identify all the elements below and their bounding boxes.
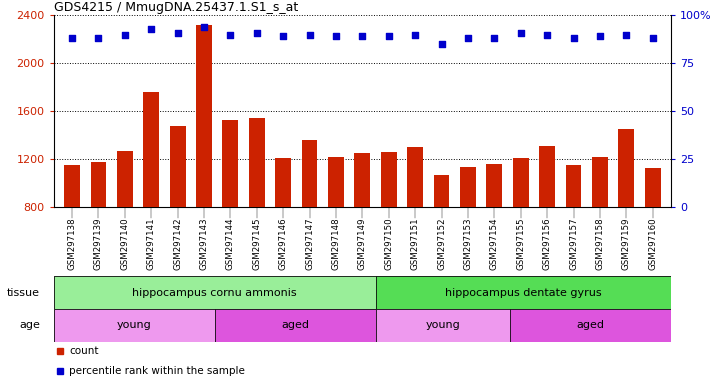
Bar xyxy=(618,129,634,303)
Text: tissue: tissue xyxy=(7,288,40,298)
Bar xyxy=(196,25,212,303)
Text: GSM297139: GSM297139 xyxy=(94,218,103,270)
Point xyxy=(594,33,605,40)
Bar xyxy=(54,309,215,342)
Text: aged: aged xyxy=(577,320,605,331)
Bar xyxy=(376,309,510,342)
Text: young: young xyxy=(426,320,461,331)
Text: age: age xyxy=(19,320,40,331)
Point xyxy=(66,35,78,41)
Text: GSM297154: GSM297154 xyxy=(490,218,499,270)
Text: GSM297158: GSM297158 xyxy=(595,218,604,270)
Bar xyxy=(645,168,660,303)
Text: GSM297147: GSM297147 xyxy=(305,218,314,270)
Point xyxy=(462,35,473,41)
Text: GSM297140: GSM297140 xyxy=(121,218,129,270)
Bar xyxy=(91,162,106,303)
Point xyxy=(620,31,632,38)
Text: young: young xyxy=(116,320,151,331)
Point xyxy=(541,31,553,38)
Point xyxy=(356,33,368,40)
Point xyxy=(146,26,157,32)
Point xyxy=(647,35,658,41)
Point xyxy=(304,31,316,38)
Text: GSM297150: GSM297150 xyxy=(384,218,393,270)
Bar xyxy=(407,147,423,303)
Bar xyxy=(249,118,265,303)
Point xyxy=(568,35,579,41)
Text: GSM297148: GSM297148 xyxy=(331,218,341,270)
Bar xyxy=(144,92,159,303)
Text: GDS4215 / MmugDNA.25437.1.S1_s_at: GDS4215 / MmugDNA.25437.1.S1_s_at xyxy=(54,1,298,14)
Bar xyxy=(117,151,133,303)
Text: GSM297149: GSM297149 xyxy=(358,218,367,270)
Point xyxy=(515,30,526,36)
Text: GSM297138: GSM297138 xyxy=(68,218,76,270)
Point xyxy=(436,41,447,47)
Text: GSM297141: GSM297141 xyxy=(146,218,156,270)
Text: count: count xyxy=(69,346,99,356)
Point xyxy=(198,24,210,30)
Bar xyxy=(276,157,291,303)
Point xyxy=(93,35,104,41)
Bar xyxy=(510,309,671,342)
Point xyxy=(278,33,289,40)
Bar xyxy=(592,157,608,303)
Point xyxy=(488,35,500,41)
Text: GSM297143: GSM297143 xyxy=(199,218,208,270)
Bar xyxy=(433,175,449,303)
Text: GSM297155: GSM297155 xyxy=(516,218,526,270)
Bar xyxy=(381,152,397,303)
Text: GSM297145: GSM297145 xyxy=(252,218,261,270)
Text: hippocampus cornu ammonis: hippocampus cornu ammonis xyxy=(132,288,297,298)
Bar xyxy=(565,166,581,303)
Text: GSM297156: GSM297156 xyxy=(543,218,552,270)
Text: GSM297146: GSM297146 xyxy=(278,218,288,270)
Text: aged: aged xyxy=(281,320,309,331)
Text: hippocampus dentate gyrus: hippocampus dentate gyrus xyxy=(445,288,602,298)
Bar xyxy=(170,126,186,303)
Point xyxy=(251,30,263,36)
Point xyxy=(225,31,236,38)
Bar xyxy=(486,164,502,303)
Bar xyxy=(301,140,318,303)
Bar xyxy=(328,157,344,303)
Point xyxy=(172,30,183,36)
Bar xyxy=(54,276,376,309)
Text: GSM297142: GSM297142 xyxy=(173,218,182,270)
Point xyxy=(119,31,131,38)
Bar xyxy=(513,157,528,303)
Text: GSM297159: GSM297159 xyxy=(622,218,630,270)
Text: GSM297157: GSM297157 xyxy=(569,218,578,270)
Text: GSM297152: GSM297152 xyxy=(437,218,446,270)
Text: GSM297160: GSM297160 xyxy=(648,218,657,270)
Text: GSM297153: GSM297153 xyxy=(463,218,473,270)
Bar xyxy=(539,146,555,303)
Point xyxy=(383,33,394,40)
Point xyxy=(331,33,342,40)
Bar xyxy=(223,120,238,303)
Text: GSM297151: GSM297151 xyxy=(411,218,420,270)
Bar xyxy=(376,276,671,309)
Point xyxy=(409,31,421,38)
Bar xyxy=(215,309,376,342)
Bar xyxy=(64,165,80,303)
Bar xyxy=(460,167,476,303)
Text: GSM297144: GSM297144 xyxy=(226,218,235,270)
Bar xyxy=(354,153,371,303)
Text: percentile rank within the sample: percentile rank within the sample xyxy=(69,366,245,376)
